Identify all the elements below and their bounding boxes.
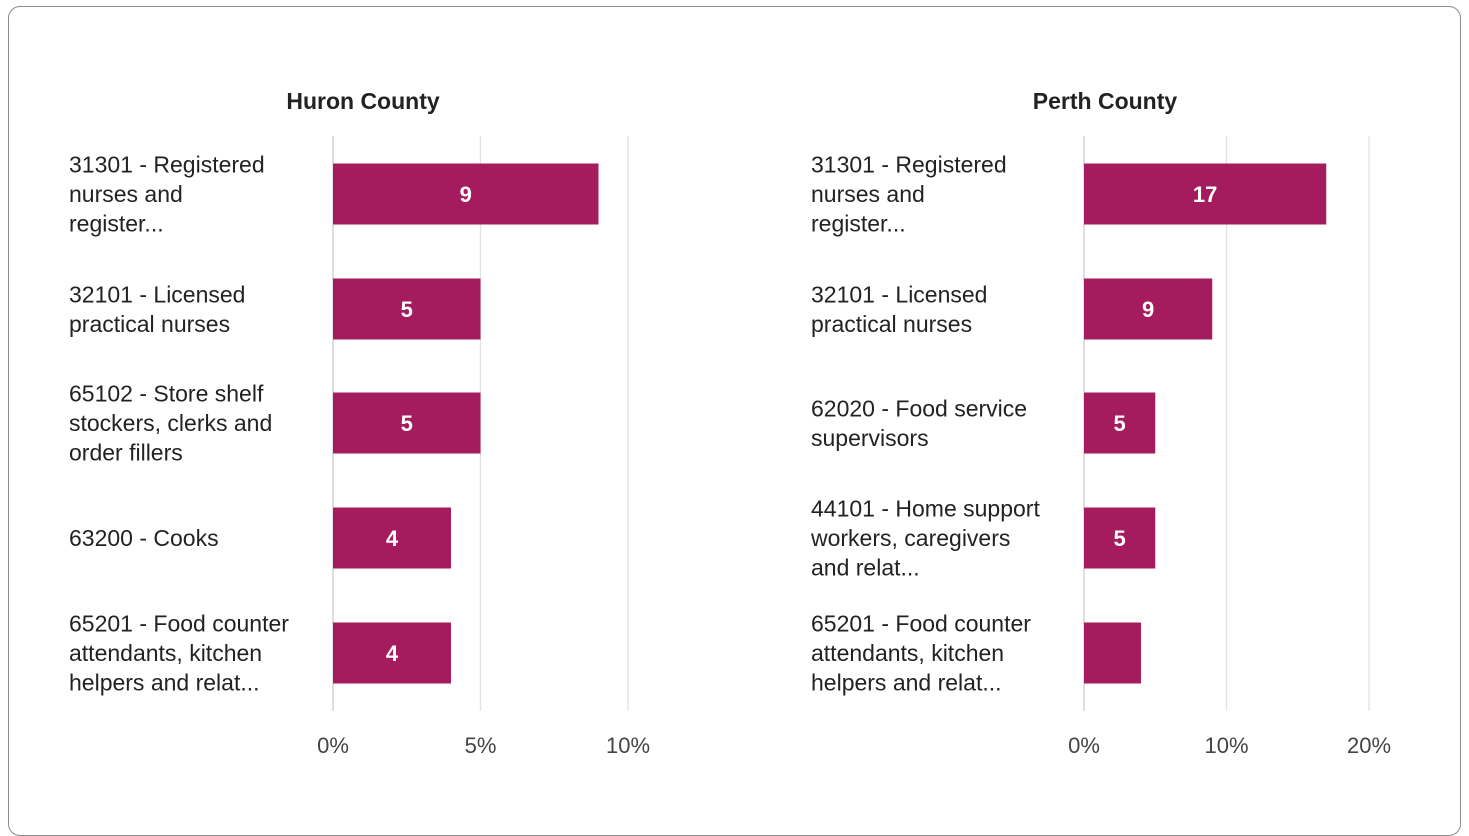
bar	[333, 163, 599, 225]
category-label-line: helpers and relat...	[811, 670, 1002, 696]
category-label: 32101 - Licensed practical nurses	[811, 281, 987, 337]
chart-card	[8, 6, 1461, 836]
category-label-line: supervisors	[811, 425, 929, 451]
data-label: 5	[1114, 411, 1126, 436]
category-label-line: attendants, kitchen	[69, 640, 262, 666]
category-label-line: practical nurses	[69, 311, 230, 337]
x-tick-label: 10%	[606, 733, 650, 758]
category-label-line: 65201 - Food counter	[69, 611, 289, 637]
category-label-line: attendants, kitchen	[811, 640, 1004, 666]
category-label: 31301 - Registered nurses and register...	[811, 152, 1007, 237]
category-label-line: 65102 - Store shelf	[69, 381, 264, 407]
category-label-line: workers, caregivers	[810, 525, 1010, 551]
category-label-line: order fillers	[69, 440, 183, 466]
data-label: 5	[401, 297, 413, 322]
chart-title: Perth County	[1033, 88, 1178, 114]
bar	[1084, 507, 1156, 569]
huron-county-chart: Huron County 0% 5% 10% 9 31301 - Registered nu…	[69, 88, 650, 758]
category-label: 63200 - Cooks	[69, 525, 219, 551]
category-label-line: 62020 - Food service	[811, 395, 1027, 421]
data-label: 9	[1142, 297, 1154, 322]
chart-title: Huron County	[286, 88, 440, 114]
category-label: 62020 - Food service supervisors	[811, 395, 1027, 451]
data-label: 4	[386, 526, 399, 551]
bar	[333, 507, 451, 569]
category-label-line: nurses and	[69, 181, 183, 207]
category-label-line: and relat...	[811, 555, 920, 581]
category-label-line: 65201 - Food counter	[811, 611, 1031, 637]
category-label-line: helpers and relat...	[69, 670, 260, 696]
data-label: 17	[1193, 182, 1217, 207]
x-tick-label: 20%	[1347, 733, 1391, 758]
category-label-line: 32101 - Licensed	[69, 281, 245, 307]
bar	[333, 392, 481, 454]
category-label-line: register...	[69, 211, 164, 237]
x-tick-label: 0%	[317, 733, 349, 758]
data-label: 4	[386, 641, 399, 666]
x-tick-label: 10%	[1204, 733, 1248, 758]
category-label: 44101 - Home support workers, caregivers a…	[810, 496, 1040, 581]
bar	[1084, 392, 1156, 454]
category-label: 31301 - Registered nurses and register...	[69, 152, 265, 237]
category-label-line: nurses and	[811, 181, 925, 207]
category-label-line: 31301 - Registered	[69, 152, 265, 178]
data-label: 5	[1114, 526, 1126, 551]
category-label-line: 32101 - Licensed	[811, 281, 987, 307]
category-label: 32101 - Licensed practical nurses	[69, 281, 245, 337]
category-label-line: practical nurses	[811, 311, 972, 337]
category-label-line: stockers, clerks and	[69, 410, 272, 436]
category-label-line: register...	[811, 211, 906, 237]
data-label: 9	[460, 182, 472, 207]
data-label: 5	[401, 411, 413, 436]
x-tick-label: 5%	[465, 733, 497, 758]
bar	[1084, 278, 1213, 340]
category-label: 65201 - Food counter attendants, kitchen h…	[811, 611, 1031, 696]
category-label-line: 31301 - Registered	[811, 152, 1007, 178]
perth-county-chart: Perth County 0% 10% 20% 17 31301 - Registered…	[810, 88, 1391, 758]
bar	[333, 278, 481, 340]
category-label-line: 44101 - Home support	[811, 496, 1040, 522]
bar	[333, 622, 451, 684]
x-tick-label: 0%	[1068, 733, 1100, 758]
bar	[1084, 622, 1141, 684]
category-label-line: 63200 - Cooks	[69, 525, 219, 551]
category-label: 65102 - Store shelf stockers, clerks and o…	[69, 381, 272, 466]
bar	[1084, 163, 1327, 225]
category-label: 65201 - Food counter attendants, kitchen h…	[69, 611, 289, 696]
